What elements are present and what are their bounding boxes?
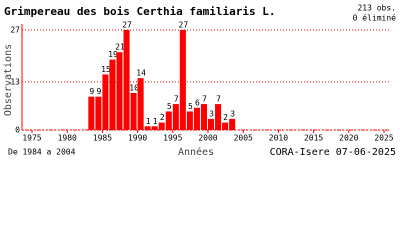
y-tick-label: 0 <box>15 126 20 135</box>
value-label: 7 <box>216 95 221 104</box>
value-label: 14 <box>136 69 146 78</box>
value-label: 6 <box>195 98 200 107</box>
value-label: 5 <box>167 102 172 111</box>
x-tick-label: 2000 <box>198 134 217 143</box>
value-label: 3 <box>230 109 235 118</box>
bar <box>109 59 116 130</box>
value-label: 9 <box>89 87 94 96</box>
bar <box>158 122 165 130</box>
value-label: 3 <box>209 109 214 118</box>
bar <box>95 96 102 130</box>
chart-title: Grimpereau des bois Certhia familiaris L… <box>4 5 276 18</box>
bar <box>102 74 109 130</box>
bar <box>123 30 130 130</box>
value-label: 19 <box>108 50 118 59</box>
x-tick-label: 1975 <box>22 134 41 143</box>
x-tick-label: 2025 <box>374 134 393 143</box>
x-tick-label: 1995 <box>163 134 182 143</box>
chart: Grimpereau des bois Certhia familiaris L… <box>3 4 397 159</box>
obs-count: 213 obs. <box>357 4 396 13</box>
value-label: 1 <box>153 117 158 126</box>
value-label: 9 <box>96 87 101 96</box>
value-label: 5 <box>188 102 193 111</box>
bar <box>222 122 229 130</box>
value-label: 27 <box>122 21 132 30</box>
value-label: 10 <box>129 83 139 92</box>
x-axis-label: Années <box>178 146 214 158</box>
value-label: 21 <box>115 43 125 52</box>
y-tick-label: 27 <box>10 26 20 35</box>
eliminated-count: 0 éliminé <box>353 13 397 23</box>
x-tick-label: 1980 <box>58 134 77 143</box>
value-label: 7 <box>174 95 179 104</box>
y-tick-label: 13 <box>10 77 20 86</box>
bar <box>186 111 193 130</box>
x-tick-label: 2010 <box>269 134 288 143</box>
bar <box>200 104 207 130</box>
value-label: 1 <box>146 117 151 126</box>
source: CORA-Isere 07-06-2025 <box>270 147 396 158</box>
bar <box>179 30 186 130</box>
bar <box>88 96 95 130</box>
bar <box>144 126 151 130</box>
value-label: 7 <box>202 95 207 104</box>
bar <box>130 92 137 130</box>
x-tick-label: 1990 <box>128 134 147 143</box>
x-tick-label: 1985 <box>93 134 112 143</box>
y-axis-label: Observations <box>3 44 14 116</box>
bar <box>172 104 179 130</box>
bar <box>215 104 222 130</box>
bar <box>137 78 144 130</box>
bar <box>208 118 215 130</box>
bar <box>229 118 236 130</box>
x-tick-label: 2005 <box>234 134 253 143</box>
period: De 1984 a 2004 <box>8 148 76 157</box>
bar <box>165 111 172 130</box>
value-label: 27 <box>179 21 189 30</box>
value-label: 2 <box>160 113 165 122</box>
value-label: 2 <box>223 113 228 122</box>
bar <box>116 52 123 130</box>
x-tick-label: 2020 <box>339 134 358 143</box>
value-label: 15 <box>101 65 111 74</box>
bar <box>193 107 200 130</box>
bar <box>151 126 158 130</box>
x-tick-label: 2015 <box>304 134 323 143</box>
